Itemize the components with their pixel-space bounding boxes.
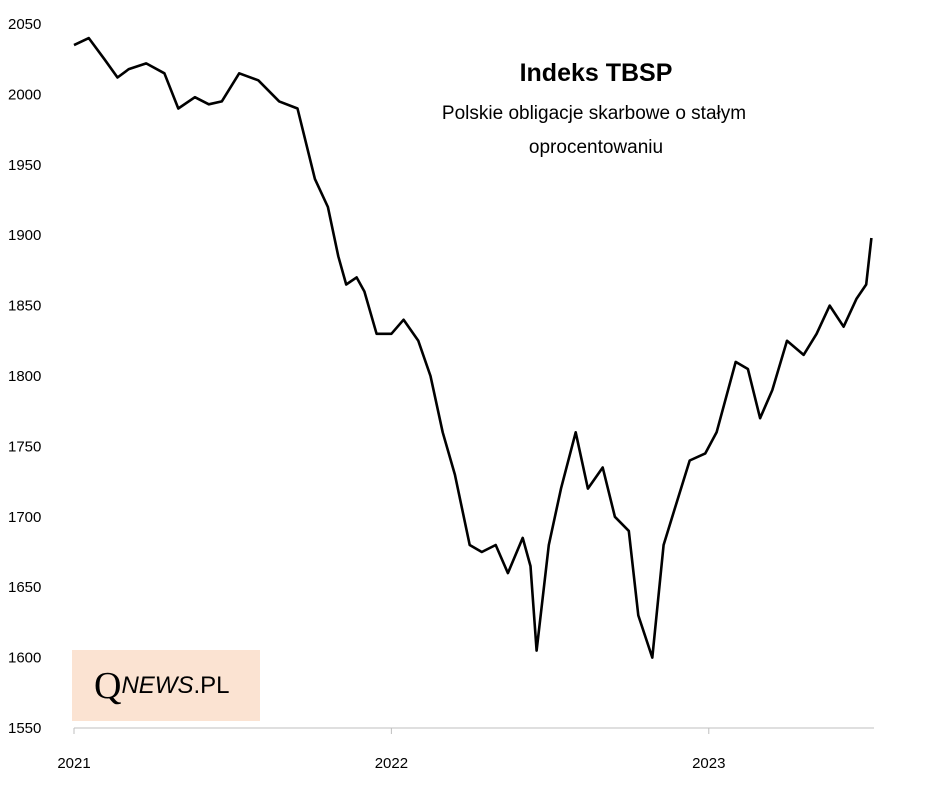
y-tick-label: 1850 xyxy=(8,298,41,315)
y-tick-label: 1550 xyxy=(8,720,41,737)
x-tick-label: 2021 xyxy=(57,755,90,772)
y-tick-label: 2050 xyxy=(8,16,41,33)
y-tick-label: 1600 xyxy=(8,650,41,667)
logo-news-text: NEWS xyxy=(121,671,194,699)
y-tick-label: 1700 xyxy=(8,509,41,526)
logo-pl-text: .PL xyxy=(193,671,230,699)
x-axis xyxy=(73,727,874,734)
logo-q-letter: Q xyxy=(94,664,122,707)
x-tick-label: 2023 xyxy=(692,755,725,772)
x-tick-label: 2022 xyxy=(375,755,408,772)
chart-subtitle-line2: oprocentowaniu xyxy=(529,137,663,158)
y-tick-label: 1900 xyxy=(8,227,41,244)
chart-title: Indeks TBSP xyxy=(520,59,673,87)
y-tick-label: 2000 xyxy=(8,86,41,103)
series-line-tbsp xyxy=(73,36,873,659)
y-tick-label: 1800 xyxy=(8,368,41,385)
y-tick-label: 1750 xyxy=(8,438,41,455)
y-tick-label: 1950 xyxy=(8,157,41,174)
x-axis-labels: 2021 2022 2023 xyxy=(57,755,725,772)
y-axis-labels: 2050 2000 1950 1900 1850 1800 1750 1700 1650 1600… xyxy=(8,16,41,737)
qnews-logo: Q NEWS .PL xyxy=(72,650,260,721)
y-tick-label: 1650 xyxy=(8,579,41,596)
chart-subtitle-line1: Polskie obligacje skarbowe o stałym xyxy=(442,103,746,124)
